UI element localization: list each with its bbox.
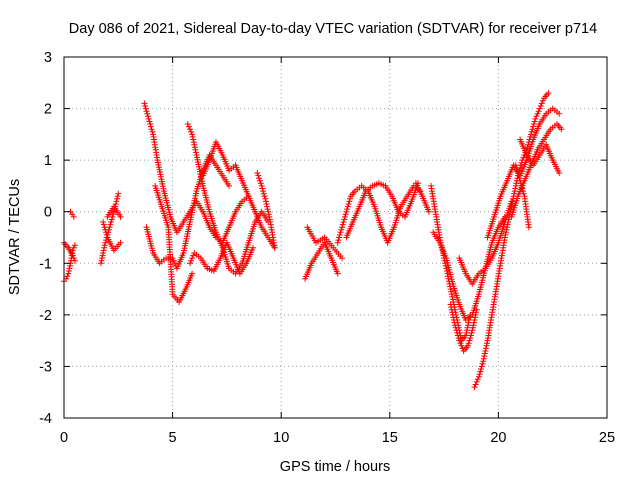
x-tick-label: 0 [60,430,68,446]
point-markers [104,203,124,220]
y-tick-label: -2 [39,308,52,324]
series-arc-5 [100,219,124,254]
series-arc-14 [302,239,341,282]
y-tick-label: 2 [44,102,52,118]
series-arc-16 [334,182,424,246]
series-arc-7 [141,100,252,246]
series-arc-4 [97,190,122,267]
point-markers [200,139,278,251]
x-tick-label: 25 [599,430,615,446]
series-arc-6 [104,203,124,220]
point-markers [447,301,480,354]
plot-frame [63,56,608,419]
y-axis-label: SDTVAR / TECUs [7,179,23,295]
point-markers [184,121,272,277]
point-markers [97,190,122,267]
x-axis-label: GPS time / hours [280,459,390,475]
point-markers [412,180,432,215]
series-arc-12 [200,139,278,251]
series-arc-13 [254,170,278,251]
series-arc-17 [343,180,421,241]
data-points [61,90,565,391]
series-arc-18 [412,180,432,215]
axis-ticks [63,56,608,419]
series-arc-10 [184,121,272,277]
y-tick-label: 1 [44,153,52,169]
y-tick-label: 3 [44,50,52,66]
point-markers [456,198,515,287]
y-tick-label: 0 [44,205,52,221]
point-markers [304,224,345,262]
point-markers [517,136,563,176]
series-arc-9 [152,182,196,305]
tick-labels: 0 5 10 15 20 25 -4 -3 -2 -1 0 1 2 3 [39,50,615,446]
point-markers [67,208,77,220]
y-tick-label: -3 [39,359,52,375]
series-arc-27 [512,162,532,231]
point-markers [430,213,508,323]
y-tick-label: -1 [39,256,52,272]
x-tick-label: 15 [382,430,398,446]
series-arc-23 [471,90,552,391]
series-arc-22 [456,198,515,287]
point-markers [471,90,552,391]
series-arc-11 [187,239,256,277]
point-markers [484,105,563,241]
point-markers [343,180,421,241]
x-tick-label: 5 [169,430,177,446]
point-markers [512,162,532,231]
point-markers [187,239,256,277]
point-markers [100,219,124,254]
series-arc-26 [517,136,563,176]
point-markers [141,100,252,246]
x-tick-label: 20 [490,430,506,446]
grid-lines [64,57,607,418]
point-markers [143,152,233,272]
x-tick-label: 10 [273,430,289,446]
point-markers [428,182,474,344]
series-arc-24 [484,105,563,241]
chart-title: Day 086 of 2021, Sidereal Day-to-day VTE… [69,21,597,37]
y-tick-label: -4 [39,411,52,427]
point-markers [152,182,196,305]
point-markers [302,239,341,282]
series-arc-20 [430,213,508,323]
series-arc-8 [143,152,233,272]
series-arc-15 [304,224,345,262]
series-arc-21 [447,301,480,354]
point-markers [334,182,424,246]
series-arc-19 [428,182,474,344]
point-markers [254,170,278,251]
series-arc-3 [67,208,77,220]
